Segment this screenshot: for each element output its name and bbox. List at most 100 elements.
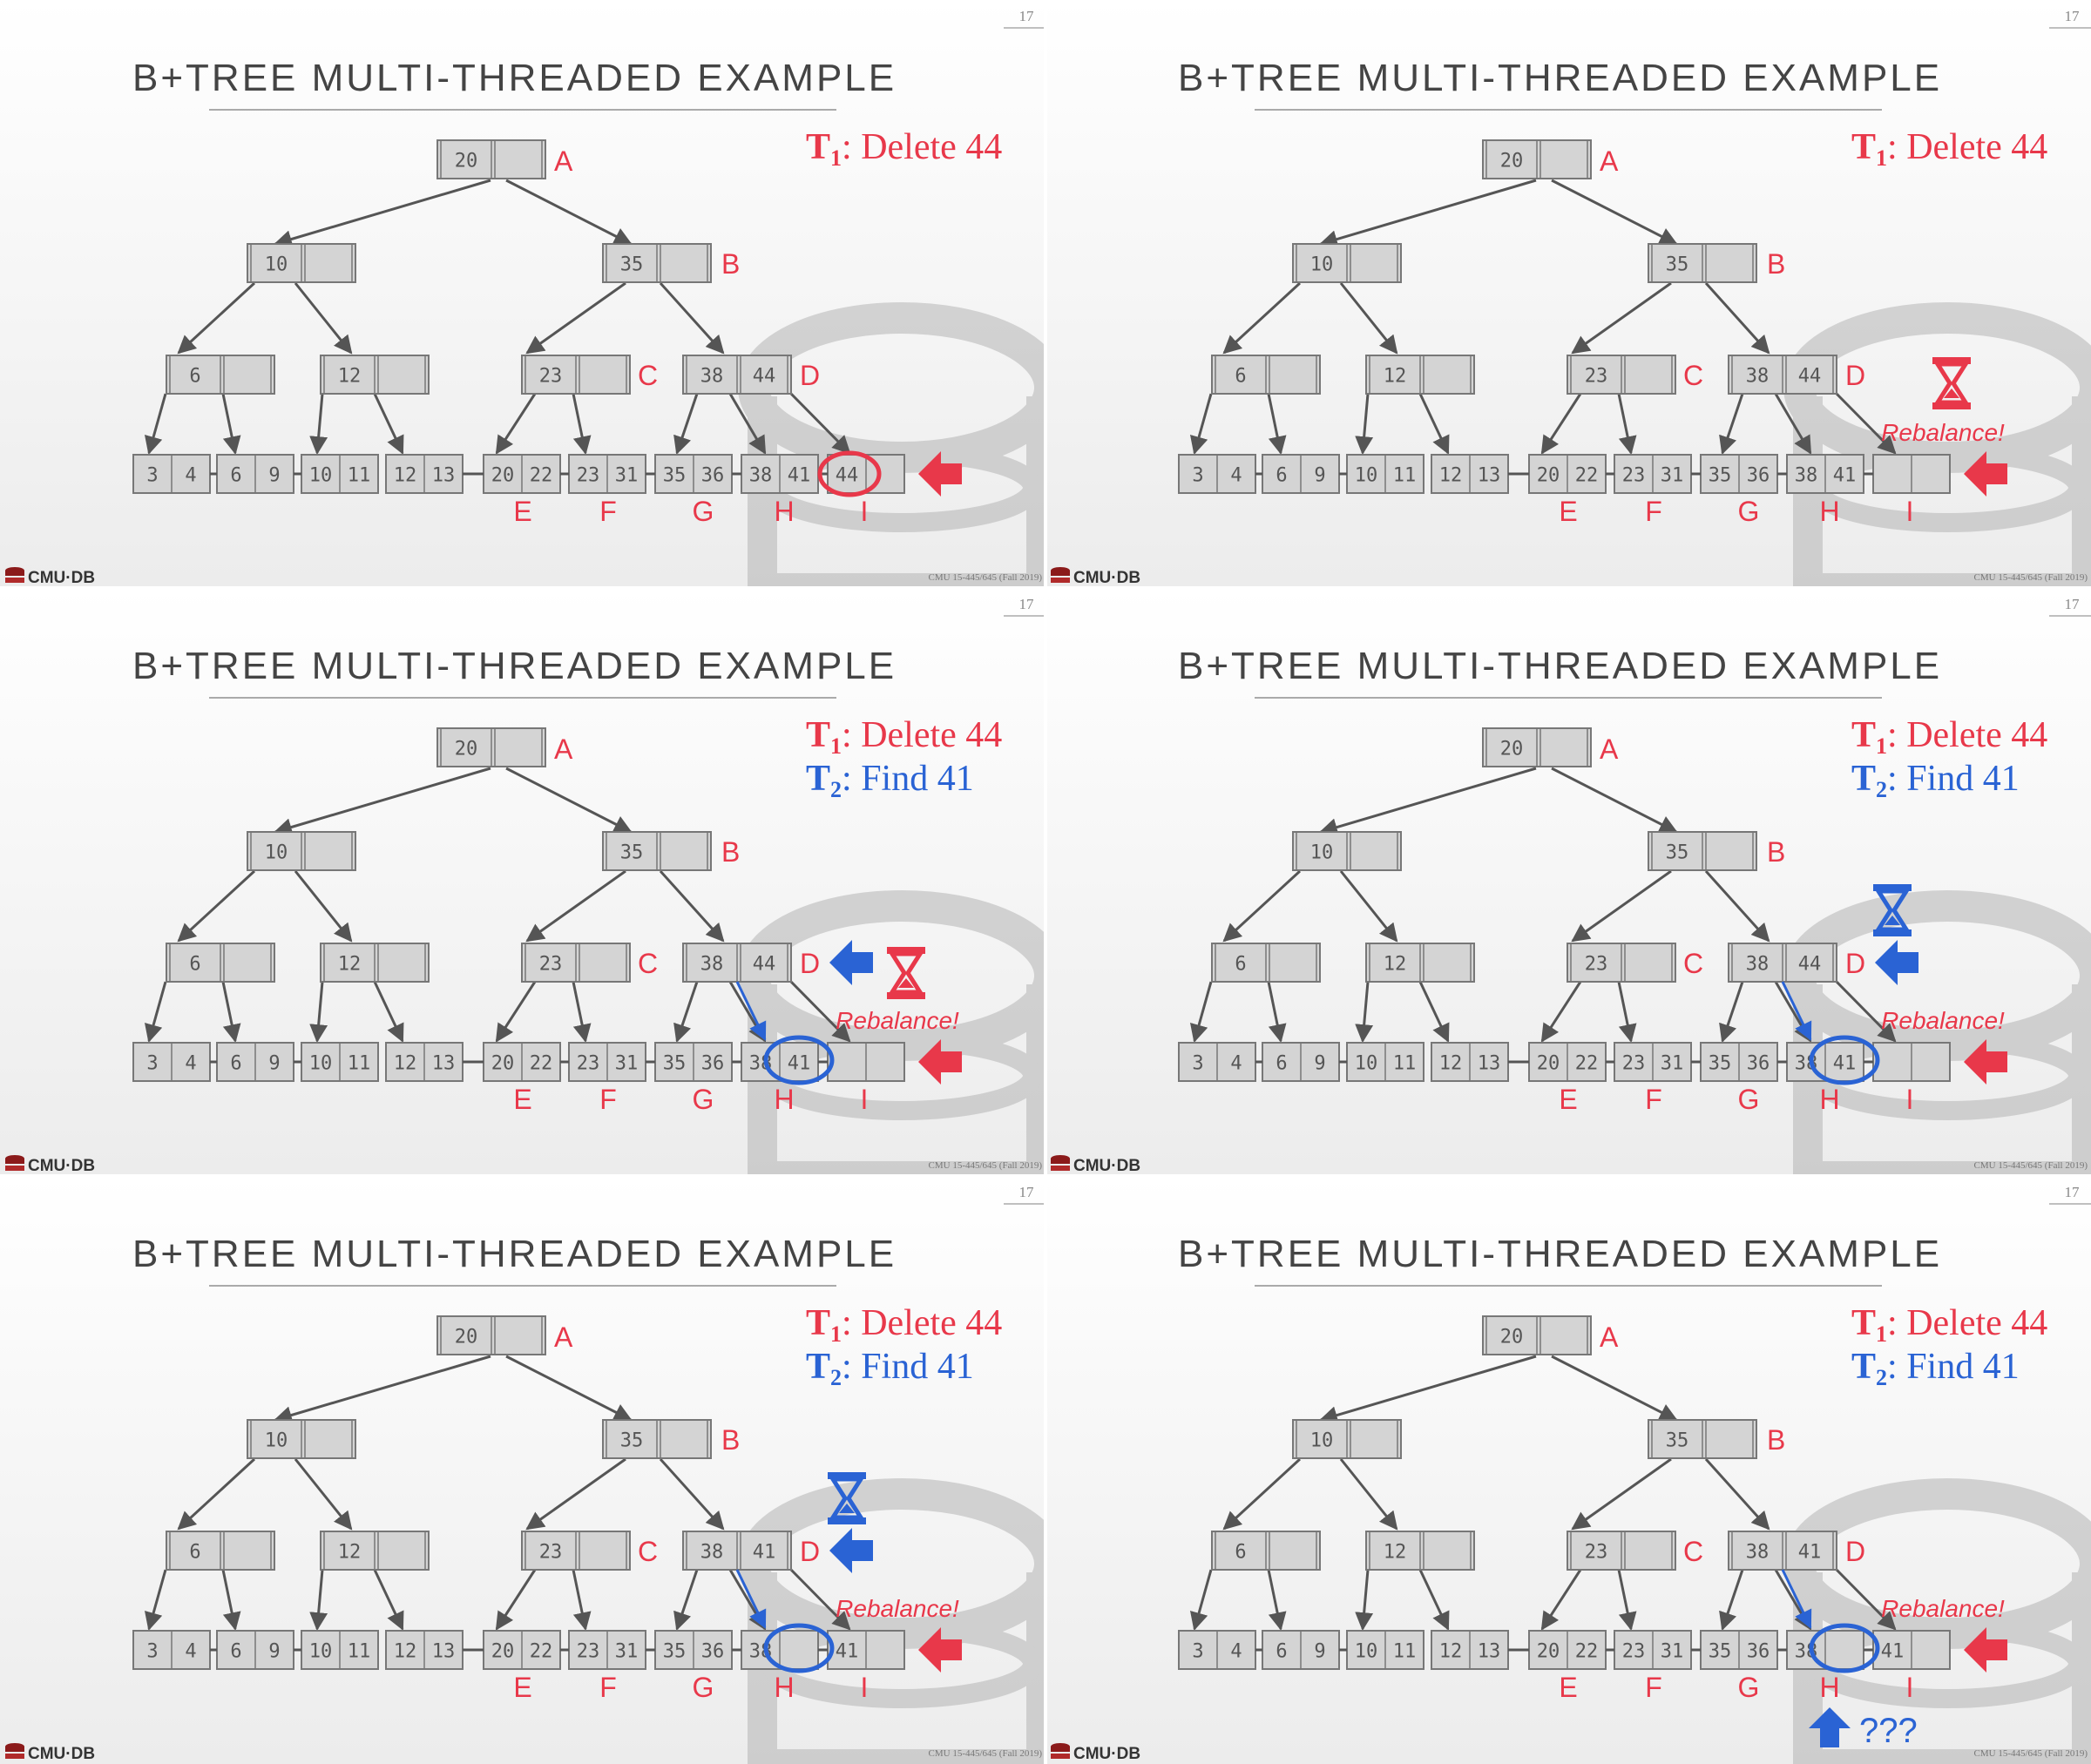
leaf-h-key: 41 (1833, 1053, 1857, 1075)
leaf-node-key: 6 (1276, 465, 1287, 487)
leaf-node-key: 20 (1537, 1641, 1560, 1663)
leaf-node: 10 11 (1346, 1042, 1424, 1082)
leaf-node-key: 23 (1622, 1641, 1646, 1663)
cmu-db-logo: CMU·DB (1051, 1155, 1140, 1175)
tree-edge-arrow (177, 1457, 256, 1531)
tree-edge-arrow (525, 869, 626, 943)
node-6-key: 6 (1235, 954, 1246, 976)
blue-circle-highlight (1809, 1035, 1880, 1085)
tree-edge-arrow (1704, 281, 1770, 355)
node-6: 6 (1211, 943, 1321, 983)
leaf-node-key: 23 (577, 1641, 600, 1663)
tree-edge-arrow (1617, 393, 1637, 456)
leaf-label: H (774, 1084, 794, 1115)
leaf-node-key: 22 (1575, 1641, 1599, 1663)
tree-edge-arrow (1355, 393, 1374, 456)
node-b: 35 (1648, 1419, 1757, 1459)
node-d: 38 44 (682, 943, 792, 983)
tree-edge-arrow (144, 1569, 167, 1632)
node-10-key: 10 (1310, 842, 1334, 864)
leaf-node-key: 22 (530, 465, 553, 487)
tree-edge-arrow (177, 869, 256, 943)
leaf-node: 10 11 (301, 1630, 379, 1670)
leaf-node: 23 31 (568, 454, 646, 494)
footer-course: CMU 15-445/645 (Fall 2019) (929, 1160, 1043, 1171)
node-d-key: 44 (1798, 954, 1822, 976)
thread-1-caption: T1: Delete 44 (1851, 715, 2047, 759)
leaf-node-key: 11 (348, 1053, 371, 1075)
node-d-key: 38 (700, 954, 724, 976)
slide-title: B+TREE MULTI-THREADED EXAMPLE (1178, 645, 1942, 687)
node-d-label: D (800, 360, 820, 391)
leaf-h: 38 41 (741, 454, 819, 494)
node-6: 6 (1211, 355, 1321, 395)
node-12: 12 (320, 943, 430, 983)
tree-edge-arrow (309, 1569, 328, 1632)
thread-1-op: Delete 44 (861, 127, 1002, 167)
leaf-node-key: 20 (1537, 1053, 1560, 1075)
page-number: 17 (1019, 596, 1035, 612)
node-d-label: D (1845, 948, 1865, 979)
node-c-label: C (1683, 948, 1703, 979)
blue-pointer-arrow-icon (829, 1528, 873, 1573)
tree-edge-arrow (1355, 981, 1374, 1044)
page-number: 17 (1019, 8, 1035, 24)
tree-edge-arrow (1540, 393, 1582, 455)
leaf-node-key: 31 (1661, 465, 1684, 487)
tree-edge-arrow (659, 869, 725, 943)
cmu-db-logo: CMU·DB (5, 1743, 95, 1763)
node-b: 35 (1648, 243, 1757, 283)
leaf-node-key: 11 (1393, 465, 1417, 487)
leaf-node-key: 4 (185, 1053, 196, 1075)
tree-edge-arrow (505, 767, 633, 834)
red-hourglass-icon (887, 947, 925, 999)
tree-edge-arrow (659, 1457, 725, 1531)
leaf-node-key: 6 (1276, 1053, 1287, 1075)
leaf-i-key: 44 (836, 465, 859, 487)
leaf-node-key: 10 (1355, 1641, 1378, 1663)
leaf-node-key: 9 (1314, 1641, 1325, 1663)
footer-logo-text: CMU·DB (1073, 1157, 1140, 1175)
node-a: 20 (1482, 139, 1592, 179)
tree-edge-arrow (294, 870, 353, 943)
leaf-node-key: 12 (394, 465, 417, 487)
thread-1-op: Delete 44 (1906, 127, 2047, 167)
leaf-label: F (599, 496, 617, 527)
leaf-node-key: 31 (1661, 1641, 1684, 1663)
node-6-key: 6 (189, 954, 200, 976)
node-b-key: 35 (620, 842, 644, 864)
footer-course: CMU 15-445/645 (Fall 2019) (1974, 1160, 2088, 1171)
node-6: 6 (166, 355, 275, 395)
node-d-label: D (1845, 360, 1865, 391)
leaf-i: 41 (1872, 1630, 1951, 1670)
node-c: 23 (521, 1531, 631, 1571)
tree-edge-arrow (673, 1569, 699, 1631)
tree-edge-arrow (1835, 1568, 1897, 1631)
leaf-node-key: 4 (185, 465, 196, 487)
node-b-key: 35 (620, 1430, 644, 1452)
tree-edge-arrow (1571, 281, 1672, 355)
leaf-node-key: 10 (1355, 1053, 1378, 1075)
leaf-node-key: 31 (615, 465, 639, 487)
leaf-node: 20 22 (1528, 1630, 1607, 1670)
leaf-node: 23 31 (568, 1042, 646, 1082)
leaf-node-key: 6 (230, 465, 241, 487)
node-12: 12 (1365, 943, 1475, 983)
leaf-node: 35 36 (654, 1042, 733, 1082)
node-12-key: 12 (338, 1542, 362, 1564)
node-b-label: B (1767, 248, 1785, 280)
node-b-key: 35 (1666, 842, 1689, 864)
slide-title: B+TREE MULTI-THREADED EXAMPLE (132, 645, 897, 687)
slide-panel-2: 17 B+TREE MULTI-THREADED EXAMPLE T1: Delet… (1046, 0, 2091, 603)
blue-pointer-arrow-icon (829, 940, 873, 985)
leaf-node-key: 23 (1622, 1053, 1646, 1075)
node-b: 35 (602, 1419, 712, 1459)
tree-edge-arrow (1704, 869, 1770, 943)
leaf-node-key: 4 (1230, 465, 1242, 487)
tree-edge-arrow (1835, 392, 1897, 455)
node-12: 12 (1365, 355, 1475, 395)
node-b-key: 35 (1666, 1430, 1689, 1452)
leaf-node: 12 13 (1431, 1630, 1509, 1670)
